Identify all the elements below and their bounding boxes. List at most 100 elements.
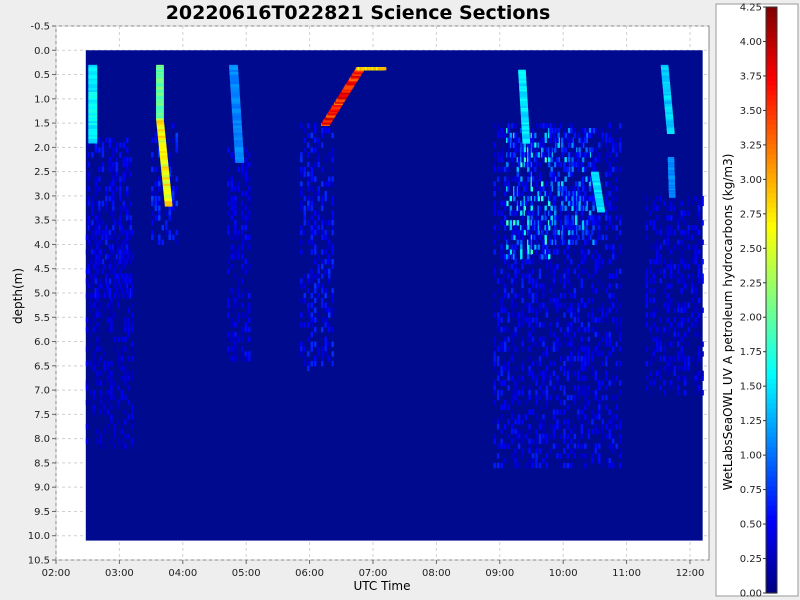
heatmap-cell: [553, 215, 557, 221]
heatmap-track-cell: [520, 115, 529, 119]
heatmap-cell: [615, 166, 618, 173]
heatmap-track-cell: [663, 90, 671, 94]
heatmap-cell: [510, 399, 514, 406]
heatmap-cell: [538, 176, 542, 182]
heatmap-cell: [591, 229, 594, 236]
heatmap-cell: [563, 331, 566, 338]
heatmap-cell: [117, 234, 120, 241]
heatmap-cell: [234, 234, 237, 241]
heatmap-cell: [98, 229, 101, 236]
heatmap-cell: [676, 351, 680, 357]
heatmap-cell: [154, 195, 158, 202]
heatmap-cell: [120, 288, 124, 294]
heatmap-track-cell: [230, 84, 240, 88]
heatmap-cell: [523, 229, 527, 236]
heatmap-cell: [584, 404, 587, 411]
heatmap-cell: [227, 166, 230, 173]
heatmap-cell: [131, 288, 134, 294]
heatmap-cell: [127, 293, 131, 299]
heatmap-cell: [584, 254, 587, 260]
heatmap-cell: [538, 205, 542, 211]
heatmap-cell: [544, 215, 547, 221]
heatmap-cell: [120, 365, 124, 372]
heatmap-cell: [676, 307, 680, 313]
heatmap-cell: [507, 365, 510, 372]
x-tick-label: 09:00: [485, 568, 514, 579]
heatmap-cell: [91, 259, 94, 265]
heatmap-cell: [652, 278, 656, 284]
heatmap-cell: [573, 132, 577, 139]
heatmap-track-cell: [88, 134, 98, 138]
heatmap-track-cell: [88, 109, 98, 113]
heatmap-cell: [528, 239, 531, 245]
heatmap-cell: [556, 346, 559, 352]
heatmap-cell: [321, 356, 324, 362]
heatmap-cell: [230, 215, 234, 221]
heatmap-cell: [524, 302, 528, 309]
heatmap-cell: [510, 288, 514, 294]
heatmap-cell: [577, 394, 580, 401]
colorbar-segment: [766, 85, 777, 91]
heatmap-track-cell: [161, 172, 170, 177]
heatmap-cell: [588, 195, 592, 202]
colorbar-segment: [766, 80, 777, 86]
heatmap-cell: [517, 137, 521, 144]
heatmap-cell: [608, 307, 611, 313]
heatmap-cell: [550, 127, 553, 134]
heatmap-track-cell: [158, 144, 167, 148]
heatmap-cell: [577, 404, 580, 411]
heatmap-cell: [694, 254, 697, 260]
heatmap-cell: [517, 205, 521, 211]
heatmap-cell: [527, 152, 530, 158]
heatmap-cell: [591, 288, 594, 294]
heatmap-cell: [566, 394, 570, 401]
heatmap-cell: [656, 244, 659, 250]
heatmap-cell: [244, 166, 248, 173]
heatmap-cell: [573, 191, 577, 197]
heatmap-cell: [594, 220, 598, 226]
colorbar-segment: [766, 392, 777, 399]
heatmap-track-cell: [156, 122, 165, 126]
heatmap-cell: [549, 186, 552, 192]
heatmap-cell: [608, 166, 611, 173]
heatmap-cell: [542, 288, 545, 294]
heatmap-cell: [509, 132, 513, 139]
heatmap-cell: [544, 132, 547, 139]
heatmap-cell: [649, 288, 652, 294]
heatmap-cell: [570, 123, 573, 129]
heatmap-cell: [520, 225, 523, 231]
heatmap-cell: [563, 356, 566, 362]
heatmap-cell: [103, 380, 106, 386]
colorbar-segment: [766, 441, 777, 448]
heatmap-cell: [584, 365, 587, 372]
y-tick-label: 5.5: [34, 313, 50, 324]
heatmap-cell: [500, 370, 503, 377]
colorbar-frame: [765, 6, 778, 594]
heatmap-track-cell: [88, 123, 98, 127]
heatmap-cell: [618, 380, 622, 386]
heatmap-cell: [673, 195, 676, 202]
heatmap-cell: [234, 297, 237, 304]
heatmap-cell: [528, 161, 531, 168]
heatmap-cell: [530, 220, 533, 226]
colorbar-segment: [766, 168, 777, 174]
heatmap-cell: [331, 132, 334, 139]
heatmap-cell: [131, 254, 134, 260]
heatmap-cell: [549, 127, 552, 134]
heatmap-cell: [535, 220, 538, 226]
heatmap-cell: [615, 215, 618, 221]
heatmap-cell: [310, 171, 313, 177]
heatmap-cell: [517, 268, 521, 275]
heatmap-cell: [615, 205, 618, 211]
heatmap-cell: [701, 341, 704, 347]
heatmap-cell: [314, 283, 317, 289]
colorbar-segment: [766, 387, 777, 394]
heatmap-cell: [591, 181, 594, 187]
heatmap-cell: [663, 239, 666, 245]
heatmap-cell: [552, 268, 556, 275]
heatmap-cell: [584, 195, 587, 202]
heatmap-cell: [547, 132, 551, 139]
heatmap-cell: [524, 317, 528, 323]
heatmap-cell: [563, 268, 566, 275]
heatmap-cell: [317, 152, 320, 158]
